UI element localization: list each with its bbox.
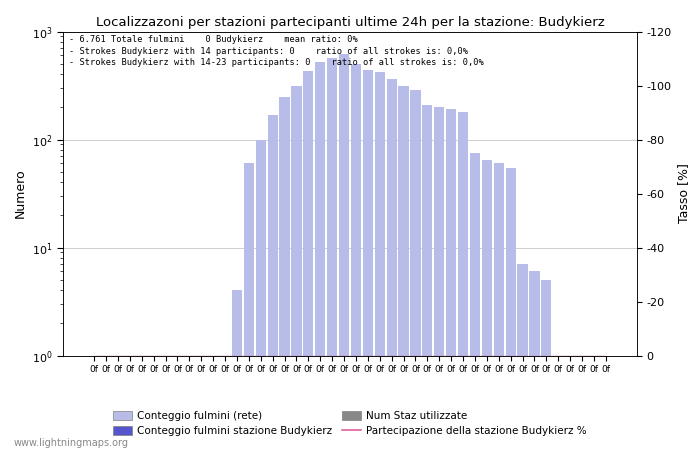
Bar — [541, 280, 552, 450]
Bar — [148, 356, 159, 450]
Bar — [446, 109, 456, 450]
Bar — [256, 140, 266, 450]
Bar — [351, 64, 361, 450]
Bar — [184, 356, 195, 450]
Bar — [589, 356, 599, 450]
Bar — [386, 79, 397, 450]
Bar — [482, 160, 492, 450]
Bar — [279, 96, 290, 450]
Bar — [113, 356, 123, 450]
Bar — [244, 163, 254, 450]
Legend: Conteggio fulmini (rete), Conteggio fulmini stazione Budykierz, Num Staz utilizz: Conteggio fulmini (rete), Conteggio fulm… — [108, 407, 592, 440]
Bar — [577, 356, 587, 450]
Bar — [363, 70, 373, 450]
Bar — [374, 72, 385, 450]
Bar — [422, 105, 433, 450]
Bar — [125, 356, 135, 450]
Bar — [505, 167, 516, 450]
Bar — [327, 58, 337, 450]
Y-axis label: Tasso [%]: Tasso [%] — [678, 163, 690, 224]
Bar — [220, 356, 230, 450]
Bar — [208, 356, 218, 450]
Bar — [517, 264, 528, 450]
Bar — [553, 356, 564, 450]
Bar — [303, 71, 314, 450]
Y-axis label: Numero: Numero — [13, 169, 27, 218]
Bar — [339, 54, 349, 450]
Bar — [160, 356, 171, 450]
Bar — [434, 107, 444, 450]
Bar — [398, 86, 409, 450]
Title: Localizzazoni per stazioni partecipanti ultime 24h per la stazione: Budykierz: Localizzazoni per stazioni partecipanti … — [96, 16, 604, 29]
Bar — [565, 356, 575, 450]
Bar — [291, 86, 302, 450]
Bar — [196, 356, 206, 450]
Bar — [410, 90, 421, 450]
Bar — [89, 356, 99, 450]
Text: www.lightningmaps.org: www.lightningmaps.org — [14, 438, 129, 448]
Bar — [267, 115, 278, 450]
Bar — [494, 163, 504, 450]
Bar — [172, 356, 183, 450]
Text: - 6.761 Totale fulmini    0 Budykierz    mean ratio: 0%
- Strokes Budykierz with: - 6.761 Totale fulmini 0 Budykierz mean … — [69, 35, 484, 68]
Bar — [529, 271, 540, 450]
Bar — [315, 62, 326, 450]
Bar — [458, 112, 468, 450]
Bar — [232, 291, 242, 450]
Bar — [470, 153, 480, 450]
Bar — [601, 356, 611, 450]
Bar — [136, 356, 147, 450]
Bar — [101, 356, 111, 450]
